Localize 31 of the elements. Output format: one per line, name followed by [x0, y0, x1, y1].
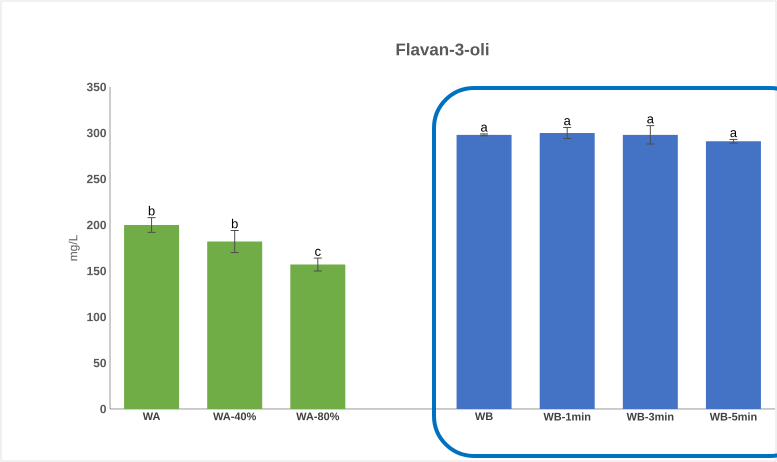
y-tick-label: 300: [86, 128, 106, 138]
y-tick-label: 50: [94, 358, 106, 368]
x-tick-label: WB-3min: [626, 412, 674, 421]
x-tick-label: WB-5min: [710, 412, 757, 421]
annotation: a: [647, 116, 654, 124]
x-tick-label: WB: [474, 412, 493, 420]
y-tick-label: 350: [86, 82, 106, 92]
x-tick-label: WB-1min: [543, 412, 590, 420]
y-tick-label: 100: [87, 312, 106, 322]
bar: [290, 264, 346, 409]
bar: [622, 134, 678, 409]
x-tick-label: WA-80%: [296, 412, 340, 420]
y-axis-title: mg/L: [68, 235, 80, 260]
bar: [456, 134, 512, 409]
x-tick-label: WA: [142, 412, 160, 420]
annotation: c: [315, 248, 321, 256]
chart-title: Flavan-3-oli: [396, 43, 488, 56]
x-tick-label: WA-40%: [213, 412, 256, 420]
y-tick-label: 150: [87, 266, 106, 276]
annotation: a: [481, 124, 488, 132]
bar: [540, 132, 595, 409]
annotation: b: [232, 218, 238, 228]
annotation: b: [148, 206, 155, 216]
y-tick-label: 250: [86, 174, 106, 184]
annotation: a: [730, 130, 738, 138]
y-tick-label: 0: [100, 404, 106, 414]
bar: [706, 141, 761, 409]
bar: [207, 242, 262, 409]
y-tick-label: 200: [86, 220, 106, 230]
annotation: a: [564, 118, 571, 126]
bar: [124, 224, 180, 409]
